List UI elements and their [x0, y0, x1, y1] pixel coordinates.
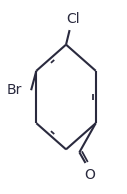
- Text: O: O: [85, 168, 96, 182]
- Text: Cl: Cl: [66, 12, 80, 26]
- Text: Br: Br: [7, 83, 22, 97]
